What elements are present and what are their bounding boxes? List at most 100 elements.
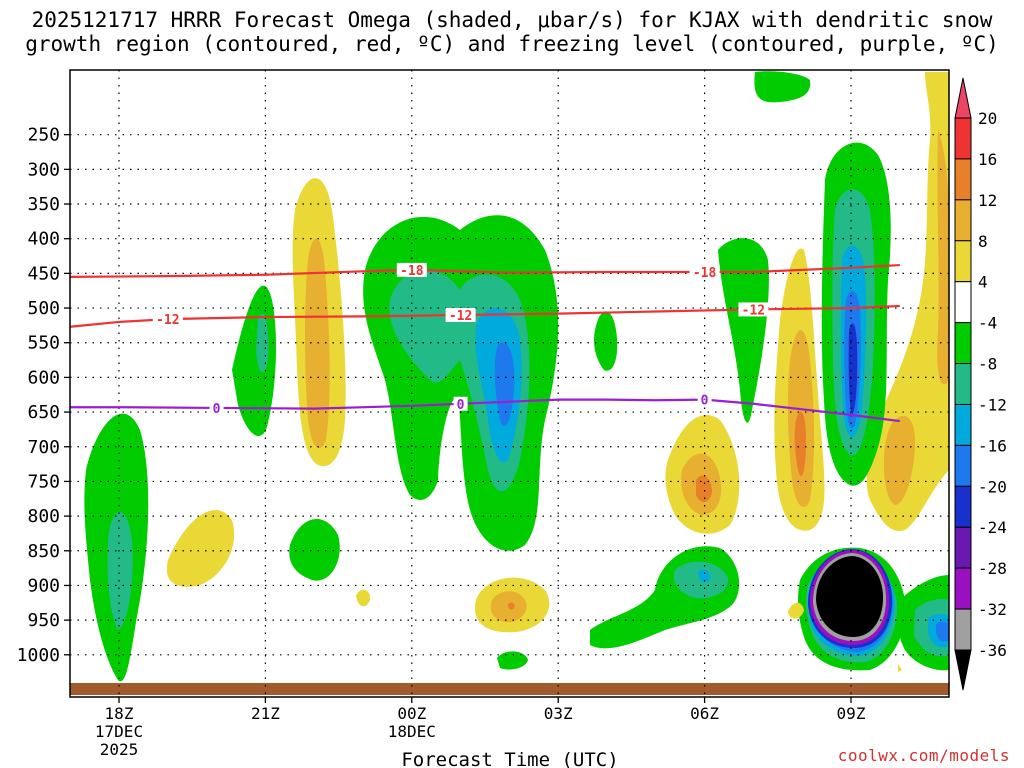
- contour-line: [70, 398, 900, 423]
- contour-label-bg: [738, 302, 769, 317]
- x-tick-year: 2025: [100, 740, 139, 759]
- x-tick-date: 18DEC: [388, 722, 436, 741]
- chart-title-line-1: 2025121717 HRRR Forecast Omega (shaded, …: [31, 8, 993, 32]
- x-tick-label: 21Z: [251, 704, 280, 723]
- y-tick-label: 900: [27, 575, 60, 596]
- colorbar-swatch: [954, 322, 972, 365]
- omega-shade: [696, 475, 712, 503]
- contour-lines: -18 -18 -12 -12 -12 0 0 0: [70, 262, 900, 423]
- colorbar-swatch: [954, 199, 972, 242]
- omega-shade: [718, 238, 769, 423]
- colorbar-swatch: [954, 158, 972, 201]
- contour-label-bg: [152, 312, 183, 327]
- omega-shade: [232, 285, 277, 436]
- contour-label: -18: [400, 264, 424, 279]
- x-axis-label: Forecast Time (UTC): [401, 749, 618, 768]
- omega-shade: [883, 415, 916, 505]
- colorbar-label: -4: [978, 314, 997, 333]
- colorbar: 20 16 12 8 4 -4 -8 -12 -16 -20 -24 -28 -32 -36: [954, 77, 1007, 691]
- y-tick-label: 950: [27, 610, 60, 631]
- colorbar-label: 4: [978, 273, 988, 292]
- contour-label: -12: [742, 303, 765, 318]
- contour-label-bg: [396, 262, 427, 277]
- y-tick-label: 800: [27, 506, 60, 527]
- omega-shade: [590, 546, 740, 649]
- colorbar-swatch: [954, 403, 972, 446]
- omega-shade: [936, 621, 949, 642]
- colorbar-label: -12: [978, 395, 1007, 414]
- omega-shade: [289, 518, 340, 581]
- y-axis: 250 300 350 400 450 500 550 600 650 700 750 800 850 9…: [17, 125, 70, 666]
- y-tick-label: 500: [27, 298, 60, 319]
- omega-shade: [754, 71, 811, 103]
- y-tick-label: 850: [27, 541, 60, 562]
- omega-shade: [494, 342, 515, 426]
- omega-shading: [84, 71, 949, 682]
- omega-shade: [937, 130, 949, 385]
- y-tick-label: 1000: [17, 645, 60, 666]
- y-tick-label: 550: [27, 333, 60, 354]
- y-tick-label: 600: [27, 367, 60, 388]
- contour-label: -12: [156, 313, 179, 328]
- colorbar-label: -28: [978, 559, 1007, 578]
- x-tick-label: 03Z: [544, 704, 573, 723]
- y-tick-label: 400: [27, 229, 60, 250]
- ground-strip: [70, 683, 949, 695]
- x-tick-date: 17DEC: [95, 722, 143, 741]
- colorbar-label: -36: [978, 641, 1007, 660]
- y-tick-label: 300: [27, 159, 60, 180]
- y-tick-label: 750: [27, 471, 60, 492]
- plot-frame: [69, 69, 950, 698]
- contour-label: -12: [449, 309, 472, 324]
- credit-text: coolwx.com/models: [837, 746, 1010, 765]
- omega-shade: [816, 556, 884, 637]
- contour-label-bg: [445, 307, 476, 322]
- omega-shade: [356, 589, 371, 607]
- contour-label: 0: [701, 394, 709, 409]
- colorbar-label: 20: [978, 109, 997, 128]
- chart-title-line-2: growth region (contoured, red, ºC) and f…: [25, 32, 999, 56]
- colorbar-swatch: [954, 444, 972, 487]
- omega-shade: [497, 651, 528, 670]
- colorbar-swatch: [954, 363, 972, 405]
- omega-shade: [166, 509, 235, 587]
- colorbar-label: -24: [978, 518, 1007, 537]
- y-tick-label: 650: [27, 402, 60, 423]
- omega-shade: [107, 511, 133, 630]
- omega-shade: [508, 602, 515, 610]
- colorbar-label: 8: [978, 232, 988, 251]
- omega-shade: [848, 323, 858, 415]
- y-tick-label: 250: [27, 125, 60, 146]
- y-tick-label: 350: [27, 194, 60, 215]
- colorbar-label: -32: [978, 600, 1007, 619]
- colorbar-label: -8: [978, 355, 997, 374]
- colorbar-swatch: [954, 608, 972, 651]
- omega-shade: [305, 238, 330, 449]
- colorbar-label: 12: [978, 191, 997, 210]
- contour-label: 0: [213, 402, 221, 417]
- colorbar-label: 16: [978, 150, 997, 169]
- contour-label-bg: [697, 392, 712, 407]
- x-tick-label: 06Z: [690, 704, 719, 723]
- y-tick-label: 700: [27, 437, 60, 458]
- omega-shade: [788, 602, 804, 619]
- x-tick-label: 18Z: [105, 704, 134, 723]
- contour-label: -18: [693, 266, 717, 281]
- colorbar-swatch: [954, 281, 972, 324]
- x-tick-label: 00Z: [397, 704, 426, 723]
- colorbar-swatch: [954, 567, 972, 610]
- omega-shade: [898, 664, 902, 672]
- omega-shade: [594, 311, 618, 371]
- x-tick-label: 09Z: [837, 704, 866, 723]
- contour-label: 0: [457, 398, 465, 413]
- colorbar-swatch: [954, 485, 972, 528]
- omega-shade: [794, 411, 806, 476]
- contour-label-bg: [209, 400, 224, 415]
- y-tick-label: 450: [27, 263, 60, 284]
- omega-shade: [698, 569, 711, 583]
- colorbar-swatch: [954, 526, 972, 569]
- contour-label-bg: [689, 264, 720, 279]
- colorbar-bottom-arrow: [954, 649, 972, 691]
